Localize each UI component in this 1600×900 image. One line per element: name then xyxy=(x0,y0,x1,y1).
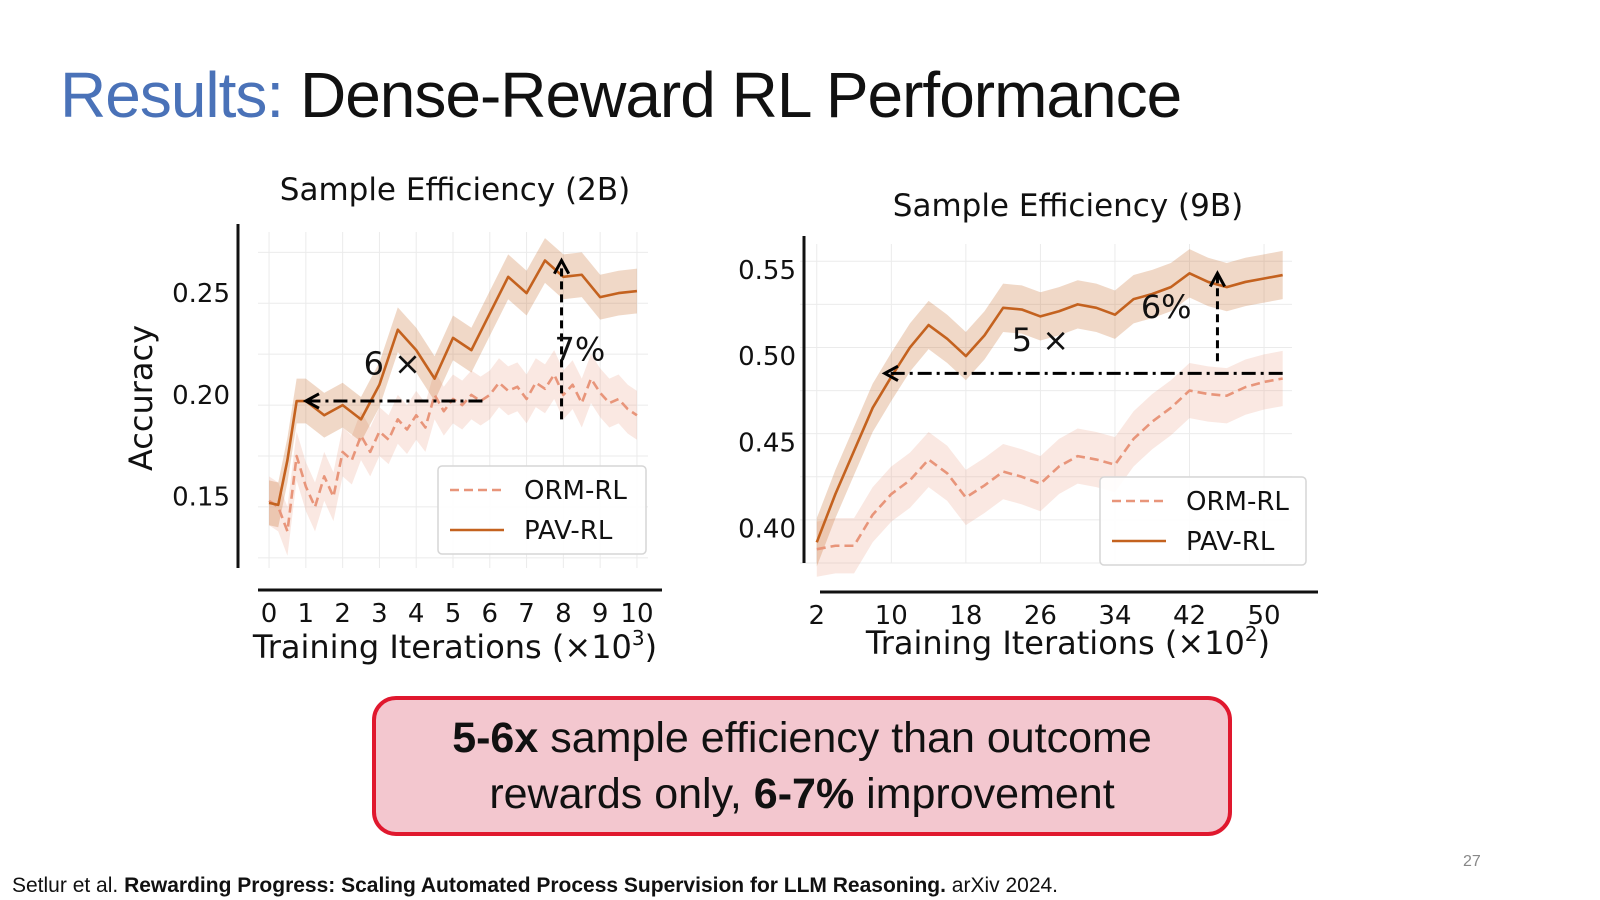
callout-line-2-start: rewards only, xyxy=(489,770,754,818)
x-axis-label-end: ) xyxy=(645,628,657,666)
x-tick-label: 2 xyxy=(334,599,351,629)
slide-title: Results: Dense-Reward RL Performance xyxy=(60,58,1182,132)
confidence-band-orm-rl xyxy=(269,350,637,556)
annotation-arrowhead-2 xyxy=(553,257,571,275)
legend-label-pav-rl: PAV-RL xyxy=(1186,527,1275,557)
x-axis-label-end: ) xyxy=(1258,624,1270,662)
annotation-label-4: 7% xyxy=(555,330,606,368)
x-axis-label-exponent: 3 xyxy=(632,626,645,650)
callout-line-1: 5-6x sample efficiency than outcome xyxy=(452,710,1152,766)
legend: ORM-RL PAV-RL xyxy=(1099,476,1307,566)
callout-box: 5-6x sample efficiency than outcome rewa… xyxy=(372,696,1232,836)
x-tick-label: 10 xyxy=(620,599,653,629)
annotation-label-4: 6% xyxy=(1141,288,1192,326)
y-axis-label: Accuracy xyxy=(122,325,160,471)
chart-2: 5 × 6% 2 10 18 26 34 42 50 0.40 0.45 0.50 0.55 Sample… xyxy=(738,188,1318,662)
series-line-orm-rl xyxy=(268,373,638,533)
annotation-label-3: 6 × xyxy=(364,345,421,383)
callout-bold-efficiency: 5-6x xyxy=(452,714,539,762)
x-axis-label: Training Iterations (×102) xyxy=(865,622,1270,662)
citation-venue: arXiv 2024. xyxy=(945,874,1059,897)
legend-label-orm-rl: ORM-RL xyxy=(1186,487,1289,517)
y-tick-label: 0.50 xyxy=(738,342,796,372)
y-tick-label: 0.45 xyxy=(738,428,796,458)
y-tick-label: 0.15 xyxy=(172,483,230,513)
y-tick-label: 0.20 xyxy=(172,381,230,411)
legend-box xyxy=(1099,476,1307,566)
confidence-band-pav-rl xyxy=(269,238,637,528)
x-tick-label: 8 xyxy=(555,599,572,629)
x-axis-label-exponent: 2 xyxy=(1245,622,1258,646)
citation-paper-title: Rewarding Progress: Scaling Automated Pr… xyxy=(124,874,946,897)
annotation-arrowhead-1 xyxy=(881,364,899,382)
x-tick-label: 2 xyxy=(808,601,825,631)
y-tick-label: 0.40 xyxy=(738,515,796,545)
chart-title: Sample Efficiency (2B) xyxy=(280,172,630,208)
chart-title: Sample Efficiency (9B) xyxy=(893,188,1243,224)
callout-bold-improvement: 6-7% xyxy=(753,770,855,818)
citation-authors: Setlur et al. xyxy=(12,874,125,897)
legend-label-pav-rl: PAV-RL xyxy=(524,516,613,546)
page-number: 27 xyxy=(1463,853,1481,870)
slide-title-accent: Results: xyxy=(60,59,284,131)
x-tick-label: 34 xyxy=(1098,601,1131,631)
confidence-band-orm-rl xyxy=(816,350,1283,577)
x-tick-label: 7 xyxy=(518,599,535,629)
callout-line-1-text: sample efficiency than outcome xyxy=(538,714,1152,762)
annotation-arrowhead-1 xyxy=(302,392,320,410)
x-tick-label: 6 xyxy=(482,599,499,629)
x-tick-label: 5 xyxy=(445,599,462,629)
slide-title-rest: Dense-Reward RL Performance xyxy=(283,59,1182,131)
x-tick-label: 18 xyxy=(949,601,982,631)
x-tick-label: 9 xyxy=(592,599,609,629)
callout-line-2-end: improvement xyxy=(854,770,1115,818)
legend-box xyxy=(437,465,647,555)
legend-label-orm-rl: ORM-RL xyxy=(524,476,627,506)
callout-line-2: rewards only, 6-7% improvement xyxy=(489,766,1114,822)
annotation-arrowhead-2 xyxy=(1208,270,1226,288)
x-tick-label: 3 xyxy=(371,599,388,629)
x-axis-label-text: Training Iterations (×10 xyxy=(252,628,632,666)
x-axis-label: Training Iterations (×103) xyxy=(252,626,657,666)
x-axis-label-text: Training Iterations (×10 xyxy=(865,624,1245,662)
citation: Setlur et al. Rewarding Progress: Scalin… xyxy=(12,874,1058,898)
x-tick-label: 42 xyxy=(1173,601,1206,631)
x-tick-label: 4 xyxy=(408,599,425,629)
x-tick-label: 50 xyxy=(1247,601,1280,631)
x-tick-label: 10 xyxy=(875,601,908,631)
series-line-orm-rl xyxy=(816,377,1283,551)
annotation-label-3: 5 × xyxy=(1012,321,1069,359)
x-tick-label: 26 xyxy=(1024,601,1057,631)
y-tick-label: 0.25 xyxy=(172,279,230,309)
legend: ORM-RL PAV-RL xyxy=(437,465,647,555)
x-tick-label: 1 xyxy=(298,599,315,629)
x-tick-label: 0 xyxy=(261,599,278,629)
y-tick-label: 0.55 xyxy=(738,256,796,286)
